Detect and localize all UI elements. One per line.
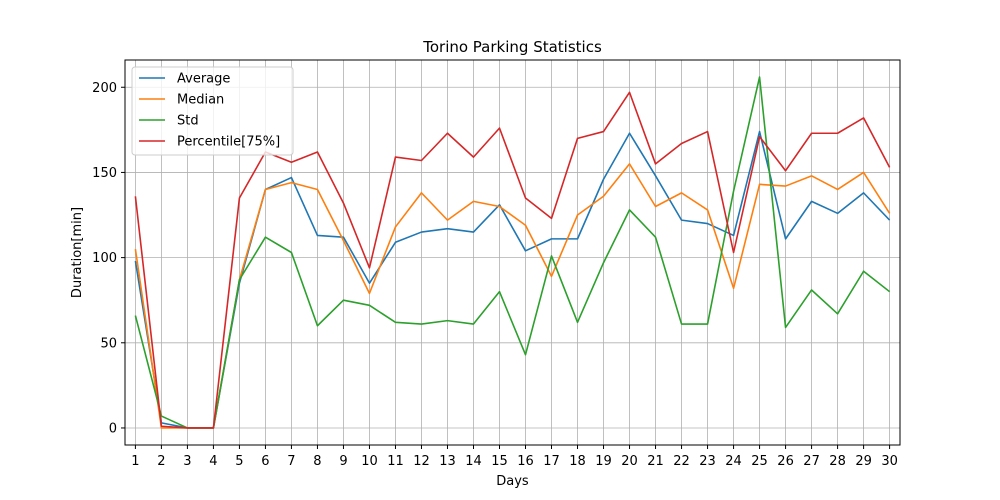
y-tick-label: 100 (92, 251, 117, 266)
x-tick-label: 19 (595, 454, 612, 469)
x-tick-label: 15 (491, 454, 508, 469)
x-tick-label: 23 (699, 454, 716, 469)
x-tick-label: 2 (157, 454, 165, 469)
x-axis-title: Days (496, 474, 529, 489)
legend: Average Median Std Percentile[75%] (131, 66, 294, 156)
x-tick-label: 3 (183, 454, 191, 469)
x-tick-label: 12 (413, 454, 430, 469)
y-axis: 0 50 100 150 200 (92, 81, 125, 436)
x-tick-label: 4 (209, 454, 217, 469)
x-tick-label: 24 (725, 454, 742, 469)
x-tick-label: 18 (569, 454, 586, 469)
x-tick-label: 6 (261, 454, 269, 469)
x-tick-label: 8 (313, 454, 321, 469)
x-tick-label: 27 (803, 454, 820, 469)
x-tick-label: 28 (829, 454, 846, 469)
y-axis-title: Duration[min] (70, 207, 85, 298)
x-tick-label: 16 (517, 454, 534, 469)
y-tick-label: 150 (92, 166, 117, 181)
x-tick-label: 29 (855, 454, 872, 469)
x-tick-label: 17 (543, 454, 560, 469)
x-axis: 1 2 3 4 5 6 7 8 9 10 11 12 13 14 15 16 17 18 19 20 21 22 23 24 2… (131, 445, 898, 469)
y-tick-label: 50 (100, 336, 117, 351)
x-tick-label: 13 (439, 454, 456, 469)
x-tick-label: 10 (361, 454, 378, 469)
x-tick-label: 11 (387, 454, 404, 469)
series-group (134, 76, 891, 429)
y-tick-label: 200 (92, 81, 117, 96)
series-line-percentile-75 (134, 91, 891, 429)
x-tick-label: 5 (235, 454, 243, 469)
series-line-std (134, 76, 891, 429)
legend-box (131, 66, 294, 156)
legend-label: Median (177, 93, 224, 108)
x-tick-label: 21 (647, 454, 664, 469)
x-tick-label: 22 (673, 454, 690, 469)
x-tick-label: 25 (751, 454, 768, 469)
plot-frame (124, 59, 901, 446)
series-line-median (134, 163, 891, 429)
legend-label: Percentile[75%] (177, 135, 280, 150)
x-tick-label: 9 (339, 454, 347, 469)
legend-label: Std (177, 114, 199, 129)
x-tick-label: 1 (131, 454, 139, 469)
legend-label: Average (177, 72, 230, 87)
y-tick-label: 0 (109, 421, 117, 436)
x-tick-label: 20 (621, 454, 638, 469)
x-tick-label: 7 (287, 454, 295, 469)
chart-title: Torino Parking Statistics (422, 38, 602, 56)
x-tick-label: 14 (465, 454, 482, 469)
x-tick-label: 30 (881, 454, 898, 469)
x-tick-label: 26 (777, 454, 794, 469)
